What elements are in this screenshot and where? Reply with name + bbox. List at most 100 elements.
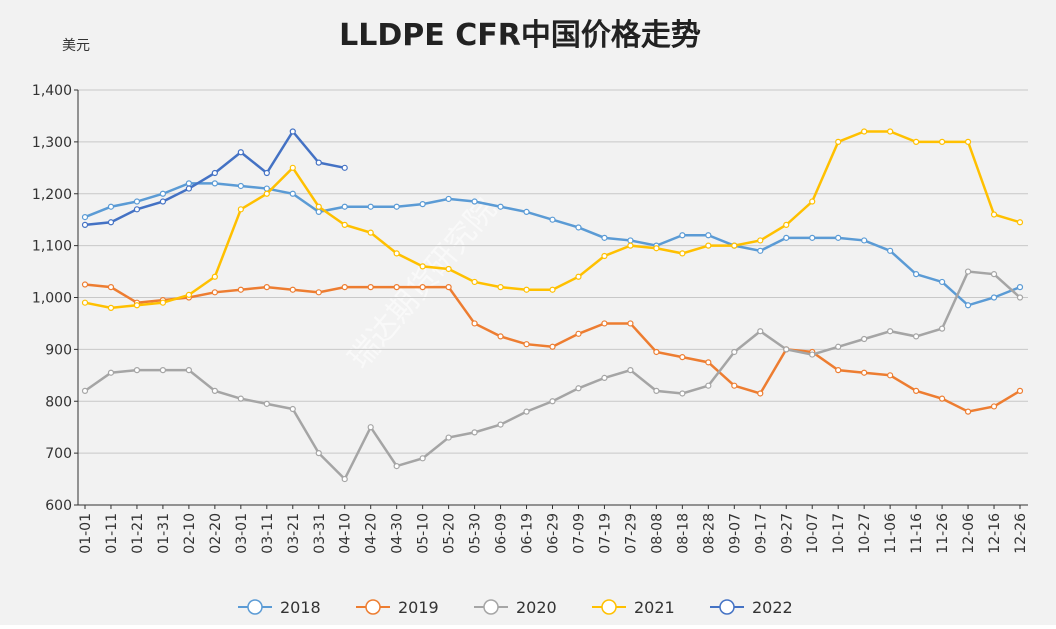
point (341, 164, 348, 171)
point (757, 247, 764, 254)
point (185, 180, 192, 187)
point (159, 367, 167, 374)
x-tick-label: 07-29 (623, 513, 639, 554)
x-tick-label: 07-09 (571, 513, 587, 554)
point (913, 387, 920, 394)
point (445, 195, 452, 203)
point (1016, 219, 1024, 226)
point (990, 403, 998, 410)
point (497, 421, 504, 428)
point (445, 265, 452, 273)
point (809, 234, 816, 241)
point (81, 299, 89, 306)
point (887, 247, 894, 254)
point (341, 203, 348, 210)
point (679, 390, 686, 397)
point (341, 221, 348, 228)
legend-marker (365, 599, 381, 615)
x-tick-label: 01-31 (156, 513, 172, 554)
point (653, 348, 660, 356)
point (133, 206, 141, 213)
point (783, 346, 790, 353)
point (367, 424, 374, 431)
x-tick-label: 11-06 (883, 513, 899, 554)
y-tick-label: 800 (45, 394, 72, 410)
point (913, 271, 920, 278)
point (185, 185, 192, 192)
point (107, 203, 115, 210)
point (861, 128, 868, 135)
point (263, 400, 270, 407)
x-tick-label: 01-11 (104, 513, 120, 554)
x-tick-label: 05-10 (416, 513, 432, 554)
point (471, 198, 478, 205)
x-tick-label: 06-19 (520, 513, 536, 554)
point (159, 190, 167, 197)
legend-marker (601, 599, 617, 615)
point (679, 232, 686, 239)
point (757, 390, 764, 397)
point (757, 237, 764, 244)
point (237, 206, 244, 213)
legend-marker (483, 599, 499, 615)
point (341, 284, 348, 291)
x-tick-label: 01-01 (78, 513, 94, 554)
point (471, 278, 478, 286)
x-tick-label: 05-20 (442, 513, 458, 554)
point (990, 211, 998, 218)
x-tick-label: 11-16 (909, 513, 925, 554)
point (627, 237, 634, 244)
x-tick-label: 01-21 (130, 513, 146, 554)
point (445, 284, 452, 291)
point (497, 284, 504, 291)
point (185, 367, 192, 374)
point (393, 284, 400, 291)
point (107, 284, 115, 291)
y-tick-label: 1,000 (32, 291, 72, 307)
point (133, 302, 141, 309)
point (133, 367, 141, 374)
point (81, 221, 89, 228)
x-tick-label: 06-09 (494, 513, 510, 554)
point (211, 289, 218, 296)
point (393, 462, 400, 470)
point (419, 284, 426, 291)
point (289, 405, 296, 413)
chart-title: LLDPE CFR中国价格走势 (339, 18, 701, 53)
point (263, 284, 270, 291)
point (367, 284, 374, 291)
point (964, 302, 972, 309)
point (575, 224, 582, 231)
x-tick-label: 09-07 (727, 513, 743, 554)
point (289, 128, 296, 135)
x-tick-label: 08-08 (649, 513, 665, 554)
x-tick-label: 03-01 (234, 513, 250, 554)
point (835, 367, 842, 374)
point (211, 387, 218, 394)
legend-label: 2018 (280, 598, 321, 617)
point (81, 281, 89, 288)
point (471, 429, 478, 436)
point (835, 343, 842, 350)
point (705, 232, 712, 239)
point (705, 359, 712, 366)
y-tick-label: 600 (45, 498, 72, 514)
point (497, 333, 504, 340)
x-tick-label: 04-20 (364, 513, 380, 554)
legend-marker (719, 599, 735, 615)
point (653, 245, 660, 252)
y-tick-label: 900 (45, 342, 72, 358)
point (575, 330, 582, 337)
point (783, 234, 790, 241)
point (731, 382, 738, 389)
point (159, 198, 167, 205)
point (237, 395, 244, 402)
point (341, 475, 348, 483)
legend-label: 2019 (398, 598, 439, 617)
point (107, 304, 115, 311)
point (315, 203, 322, 210)
point (861, 369, 868, 376)
y-tick-label: 1,100 (32, 239, 72, 255)
legend-label: 2022 (752, 598, 793, 617)
point (887, 328, 894, 335)
